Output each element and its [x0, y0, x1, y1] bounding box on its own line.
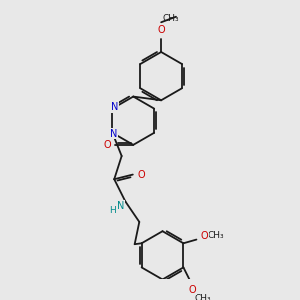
Text: O: O	[157, 25, 165, 35]
Text: O: O	[103, 140, 111, 150]
Text: O: O	[137, 169, 145, 180]
Text: O: O	[200, 231, 208, 241]
Text: H: H	[109, 206, 116, 215]
Text: CH₃: CH₃	[208, 231, 224, 240]
Text: N: N	[117, 201, 124, 211]
Text: CH₃: CH₃	[163, 14, 180, 23]
Text: O: O	[189, 285, 196, 295]
Text: CH₃: CH₃	[195, 295, 211, 300]
Text: N: N	[110, 102, 118, 112]
Text: N: N	[110, 129, 117, 139]
